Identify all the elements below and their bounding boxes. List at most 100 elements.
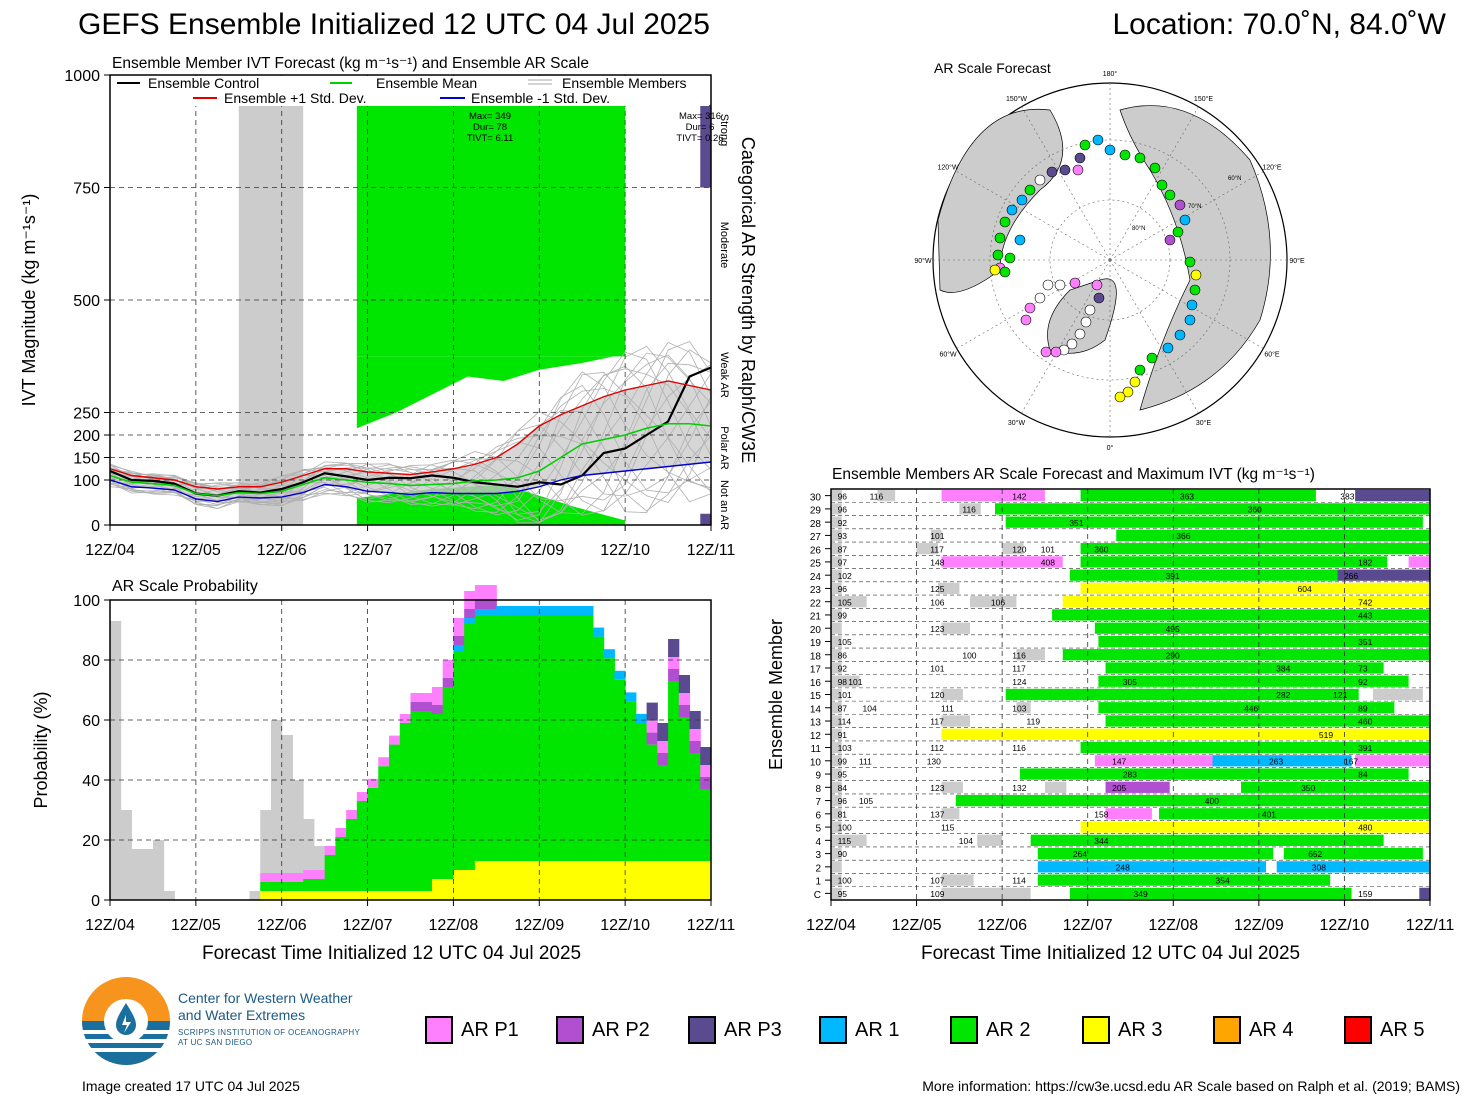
members-frame <box>830 488 1431 901</box>
ivt-member-line <box>109 371 712 510</box>
member-bar-19 <box>1098 635 1430 648</box>
prob-stack-bar <box>367 778 379 788</box>
prob-stack-bar <box>431 705 444 714</box>
legend-label: AR 1 <box>855 1018 900 1041</box>
map-ar-marker <box>1034 174 1046 186</box>
probability-panel: 0 20 40 60 80 100 12Z/04 12Z/05 12Z/06 12Z/07 12Z/… <box>31 585 735 934</box>
member-bar-24 <box>1069 569 1338 581</box>
ivt-green-shade-mid <box>356 354 626 429</box>
prob-grey-bar <box>163 891 175 900</box>
member-bar-10 <box>1094 755 1213 767</box>
member-ivt-value: 111 <box>859 756 872 766</box>
prob-stack-bar <box>442 687 454 879</box>
map-ar-marker <box>1074 152 1086 164</box>
map-ar-marker <box>1184 314 1196 326</box>
legend-item-ar-p1: AR P1 <box>425 1014 519 1046</box>
map-ar-marker <box>1059 164 1071 176</box>
prob-frame <box>109 599 712 901</box>
map-ar-marker <box>1040 346 1052 358</box>
member-ivt-value: 105 <box>838 597 852 607</box>
map-ar-marker <box>1072 164 1084 176</box>
ivt-xtick-label: 12Z/10 <box>600 542 650 559</box>
prob-stack-bar <box>625 692 637 702</box>
prob-p3-bar <box>646 702 658 721</box>
member-ivt-value: 91 <box>838 730 848 740</box>
prob-stack-bar <box>550 615 562 861</box>
map-ar-marker <box>1092 134 1104 146</box>
prob-stack-bar <box>474 609 487 615</box>
prob-stack-bar <box>560 861 572 900</box>
prob-stack-bar <box>646 720 658 733</box>
member-label: 6 <box>815 810 821 821</box>
legend-swatch <box>688 1016 716 1044</box>
prob-stack-bar <box>453 645 465 651</box>
map-ar-marker <box>1034 292 1046 304</box>
member-ivt-value: 92 <box>838 518 848 528</box>
map-lon-label: 150°E <box>1194 95 1213 103</box>
prob-grey-bar <box>260 810 272 900</box>
map-ar-marker <box>1129 376 1141 388</box>
member-ivt-value: 182 <box>1358 558 1372 568</box>
ivt-annot-max-1: Max= 316 <box>679 111 721 122</box>
legend-minus-label: Ensemble -1 Std. Dev. <box>471 90 610 106</box>
member-label: 13 <box>810 718 822 729</box>
member-ivt-value: 101 <box>838 690 852 700</box>
map-lon-label: 150°W <box>1006 95 1027 103</box>
prob-grey-bar <box>110 621 122 900</box>
prob-stack-bar <box>635 861 648 900</box>
prob-stack-bar <box>668 657 680 669</box>
ivt-category-label-4: Strong <box>718 114 730 146</box>
prob-stack-bar <box>646 732 658 745</box>
member-ivt-value: 111 <box>941 703 954 713</box>
member-ivt-value: 308 <box>1312 862 1326 872</box>
member-ivt-value: 349 <box>1134 889 1148 899</box>
prob-stack-bar <box>324 855 336 891</box>
ivt-ytick-label: 250 <box>73 406 100 423</box>
prob-stack-bar <box>421 702 433 711</box>
prob-stack-bar <box>270 882 283 891</box>
prob-stack-bar <box>474 615 487 861</box>
member-label: 26 <box>810 545 822 556</box>
prob-stack-bar <box>517 615 530 861</box>
map-ar-marker <box>1172 226 1184 238</box>
member-label: 12 <box>810 731 822 742</box>
prob-stack-bar <box>292 873 304 882</box>
prob-panel-title: AR Scale Probability <box>112 578 258 595</box>
prob-stack-bar <box>356 792 369 801</box>
ar-map-panel: 180° 150°E 120°E 90°E 60°E 30°E 0° 30°W 60°W 90°W… <box>914 70 1305 452</box>
prob-stack-bar <box>442 660 454 678</box>
prob-stack-bar <box>582 606 594 615</box>
map-ar-marker <box>1079 139 1091 151</box>
member-grey-start <box>831 662 842 674</box>
member-bar-4 <box>1030 834 1384 846</box>
member-ivt-value: 266 <box>1344 571 1358 581</box>
member-ivt-value: 604 <box>1298 584 1312 594</box>
ivt-xtick-label: 12Z/09 <box>514 542 564 559</box>
prob-stack-bar <box>346 891 358 900</box>
prob-stack-bar <box>539 606 551 615</box>
member-ivt-value: 97 <box>838 558 848 568</box>
legend-mean-label: Ensemble Mean <box>376 75 477 91</box>
member-label: 16 <box>810 678 822 689</box>
member-ivt-value: 384 <box>1276 664 1290 674</box>
map-ar-marker <box>1179 214 1191 226</box>
ivt-member-line <box>109 373 712 512</box>
prob-stack-bar <box>431 714 444 879</box>
member-ivt-value: 383 <box>1340 491 1354 501</box>
ivt-member-line <box>109 371 712 509</box>
member-ivt-value: 87 <box>838 544 848 554</box>
member-label: 2 <box>815 863 821 874</box>
member-bar-26 <box>1002 543 1024 555</box>
ivt-grey-shade <box>238 105 304 525</box>
member-bar-3 <box>1037 847 1274 860</box>
legend-label: AR 3 <box>1118 1018 1163 1041</box>
prob-xtick-label: 12Z/04 <box>85 917 135 934</box>
member-ivt-value: 101 <box>930 531 944 541</box>
image-created: Image created 17 UTC 04 Jul 2025 <box>82 1078 300 1094</box>
member-ivt-value: 350 <box>1301 783 1315 793</box>
member-bar-16 <box>1098 675 1409 687</box>
member-ivt-value: 100 <box>962 650 976 660</box>
map-ar-marker <box>999 216 1011 228</box>
map-ar-marker <box>1004 252 1016 264</box>
